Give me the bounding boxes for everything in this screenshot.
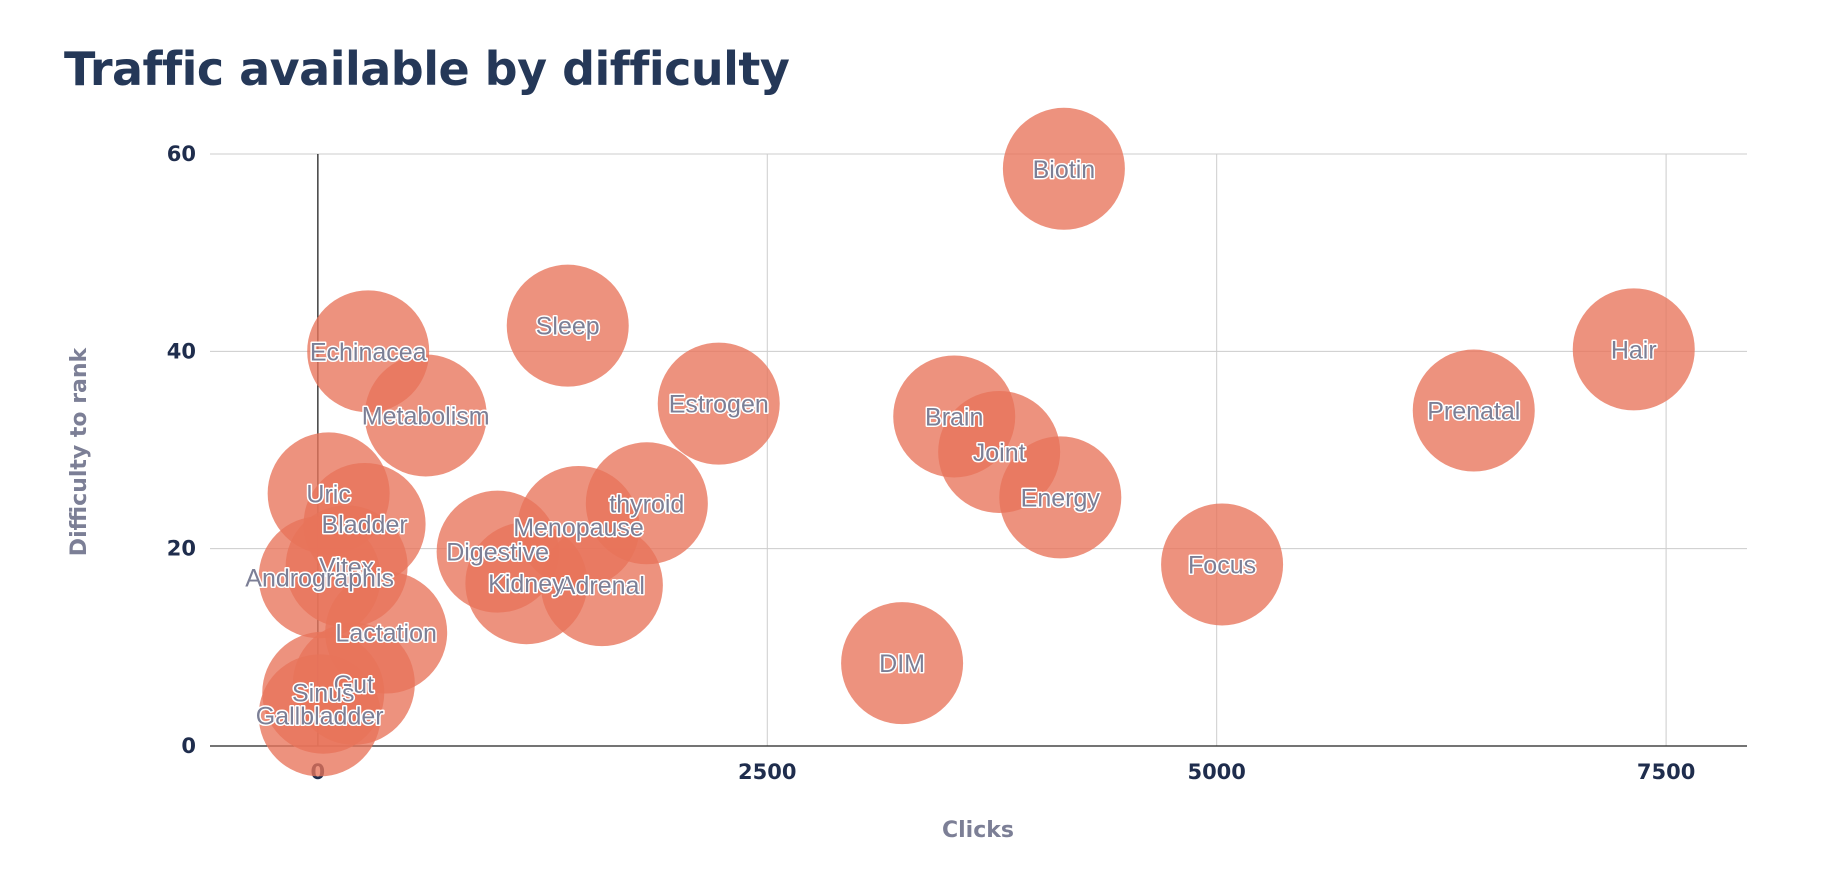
bubble-label: Sinus <box>292 680 355 708</box>
axis-layer: 02040600250050007500 <box>167 142 1747 784</box>
chart-title: Traffic available by difficulty <box>64 42 790 96</box>
bubble-label: Uric <box>306 480 350 508</box>
bubble-label: Bladder <box>322 511 408 539</box>
bubble-label: thyroid <box>609 490 684 518</box>
bubble-label: Sleep <box>536 313 600 341</box>
bubble-point <box>1572 288 1695 411</box>
bubble-label: Metabolism <box>362 402 490 430</box>
bubble-label: Echinacea <box>310 338 427 366</box>
bubble-label: Energy <box>1021 484 1101 512</box>
bubble-label: Digestive <box>446 539 549 567</box>
bubble-point <box>258 654 381 777</box>
y-tick-label: 40 <box>167 339 196 363</box>
y-tick-label: 20 <box>167 537 196 561</box>
x-tick-label: 5000 <box>1187 760 1245 784</box>
label-layer: Biotin Hair Prenatal Sleep Echinacea Metaboli… <box>244 154 1658 732</box>
bubble-label: Vitex <box>319 553 375 581</box>
x-axis-title: Clicks <box>942 818 1014 843</box>
bubble-label: Lactation <box>335 620 436 648</box>
bubble-point <box>465 522 588 645</box>
x-tick-label: 7500 <box>1637 760 1695 784</box>
bubble-point <box>1161 503 1284 626</box>
bubble-label: Prenatal <box>1427 398 1520 426</box>
bubble-point <box>1002 107 1125 230</box>
y-axis-title: Difficulty to rank <box>67 346 92 556</box>
bubble-label: Andrographis <box>245 564 394 592</box>
bubble-label: Estrogen <box>669 391 769 419</box>
bubble-point <box>506 264 629 387</box>
bubble-label: Gut <box>334 671 374 699</box>
bubble-label: Hair <box>1611 336 1657 364</box>
bubble-label: Biotin <box>1033 156 1096 184</box>
bubble-label: DIM <box>879 650 925 678</box>
bubble-label: Adrenal <box>559 572 645 600</box>
bubble-point <box>364 354 487 477</box>
bubble-point <box>999 436 1122 559</box>
bubble-label: Menopause <box>513 514 644 542</box>
bubble-layer <box>258 107 1695 777</box>
y-tick-label: 0 <box>181 734 196 758</box>
bubble-label: Kidney <box>488 570 565 598</box>
bubble-point <box>1412 349 1535 472</box>
bubble-point <box>657 342 780 465</box>
bubble-label: Focus <box>1188 551 1256 579</box>
bubble-point <box>841 602 964 725</box>
bubble-label: Joint <box>973 439 1026 467</box>
x-tick-label: 2500 <box>738 760 796 784</box>
y-tick-label: 60 <box>167 142 196 166</box>
bubble-label: Brain <box>925 403 983 431</box>
bubble-label: Gallbladder <box>256 702 384 730</box>
